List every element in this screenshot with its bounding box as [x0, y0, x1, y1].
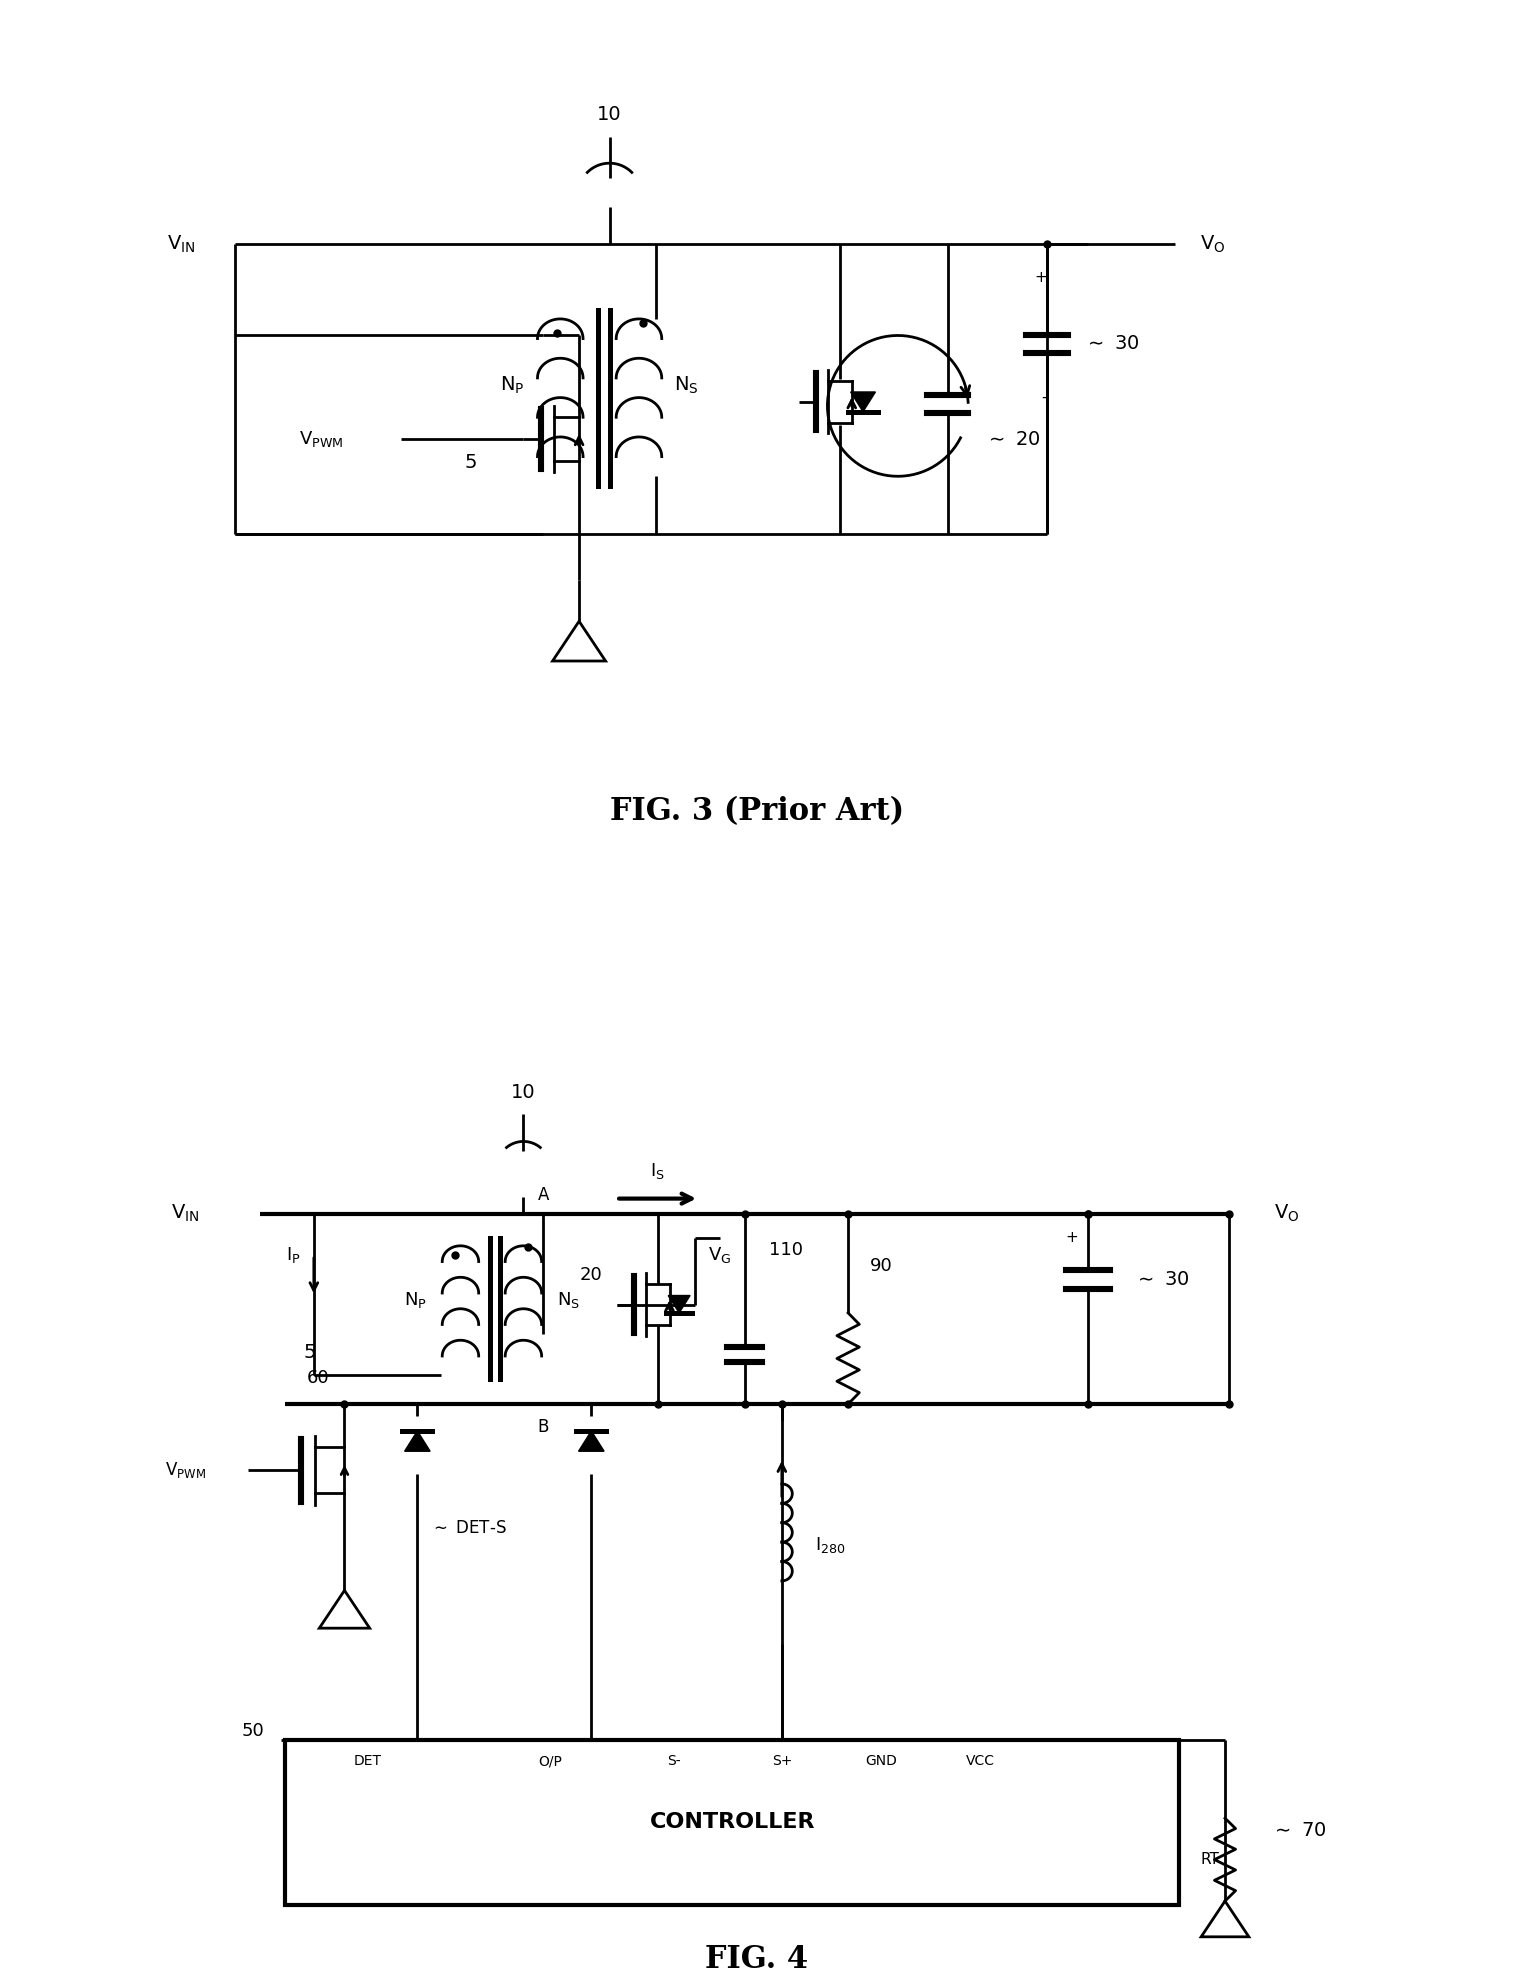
- Polygon shape: [668, 1296, 690, 1312]
- Bar: [285, 1740, 1179, 1905]
- Text: N$_\mathsf{P}$: N$_\mathsf{P}$: [500, 374, 525, 396]
- Text: V$_\mathsf{PWM}$: V$_\mathsf{PWM}$: [165, 1461, 206, 1481]
- Polygon shape: [1201, 1901, 1249, 1936]
- Text: 5: 5: [465, 453, 477, 471]
- Text: N$_\mathsf{S}$: N$_\mathsf{S}$: [674, 374, 699, 396]
- Text: 90: 90: [871, 1258, 893, 1276]
- Polygon shape: [578, 1431, 604, 1451]
- Text: V$_\mathsf{IN}$: V$_\mathsf{IN}$: [167, 235, 195, 254]
- Text: GND: GND: [866, 1755, 898, 1769]
- Text: A: A: [537, 1187, 550, 1205]
- Text: 5: 5: [303, 1344, 316, 1362]
- Text: V$_\mathsf{O}$: V$_\mathsf{O}$: [1275, 1203, 1301, 1225]
- Text: FIG. 3 (Prior Art): FIG. 3 (Prior Art): [610, 797, 904, 827]
- Text: N$_\mathsf{P}$: N$_\mathsf{P}$: [404, 1290, 427, 1310]
- Text: S-: S-: [668, 1755, 681, 1769]
- Text: VCC: VCC: [966, 1755, 995, 1769]
- Text: 10: 10: [597, 105, 622, 123]
- Text: $\sim$ 20: $\sim$ 20: [984, 429, 1040, 449]
- Text: I$_\mathsf{280}$: I$_\mathsf{280}$: [815, 1535, 846, 1555]
- Polygon shape: [553, 620, 606, 660]
- Text: V$_\mathsf{G}$: V$_\mathsf{G}$: [709, 1244, 731, 1264]
- Polygon shape: [404, 1431, 430, 1451]
- Text: O/P: O/P: [537, 1755, 562, 1769]
- Text: N$_\mathsf{S}$: N$_\mathsf{S}$: [557, 1290, 580, 1310]
- Text: $\sim$ 70: $\sim$ 70: [1270, 1821, 1326, 1841]
- Text: V$_\mathsf{PWM}$: V$_\mathsf{PWM}$: [298, 429, 342, 449]
- Text: DET: DET: [354, 1755, 382, 1769]
- Text: CONTROLLER: CONTROLLER: [650, 1813, 815, 1833]
- Text: FIG. 4: FIG. 4: [706, 1944, 808, 1974]
- Text: RT: RT: [1201, 1853, 1219, 1867]
- Text: S+: S+: [772, 1755, 792, 1769]
- Text: V$_\mathsf{O}$: V$_\mathsf{O}$: [1201, 235, 1225, 254]
- Text: +: +: [1066, 1231, 1078, 1246]
- Text: 50: 50: [241, 1722, 263, 1740]
- Text: 10: 10: [512, 1083, 536, 1101]
- Text: +: +: [1034, 270, 1046, 284]
- Text: $\sim$ DET-S: $\sim$ DET-S: [430, 1519, 507, 1537]
- Polygon shape: [851, 392, 875, 412]
- Text: 110: 110: [769, 1241, 802, 1258]
- Text: 60: 60: [307, 1370, 330, 1388]
- Text: -: -: [1042, 390, 1046, 406]
- Polygon shape: [319, 1590, 369, 1628]
- Text: I$_\mathsf{S}$: I$_\mathsf{S}$: [650, 1161, 665, 1181]
- Text: V$_\mathsf{IN}$: V$_\mathsf{IN}$: [171, 1203, 200, 1225]
- Text: 20: 20: [580, 1266, 603, 1284]
- Text: $\sim$ 30: $\sim$ 30: [1084, 334, 1140, 354]
- Text: B: B: [537, 1417, 550, 1435]
- Text: $\sim$ 30: $\sim$ 30: [1134, 1270, 1190, 1290]
- Text: I$_\mathsf{P}$: I$_\mathsf{P}$: [286, 1244, 300, 1264]
